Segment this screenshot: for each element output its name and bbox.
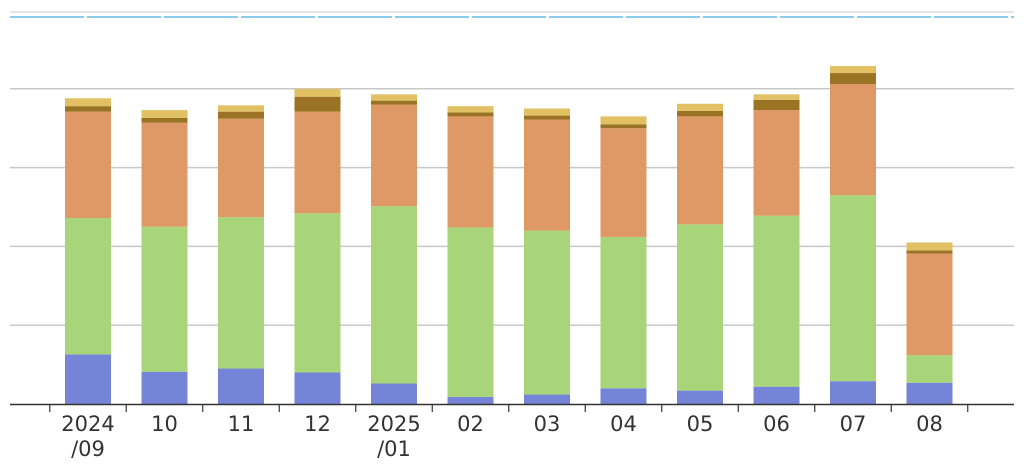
bar-segment-s1-c7 [524, 394, 570, 404]
bar-segment-s4-c7 [524, 115, 570, 120]
bar-segment-s5-c2 [141, 110, 188, 118]
bar-segment-s1-c3 [218, 368, 264, 404]
bar-segment-s1-c8 [600, 388, 647, 404]
x-tick-label: 07 [840, 412, 867, 436]
bar-segment-s2-c4 [294, 213, 341, 373]
bar-segment-s3-c6 [447, 116, 494, 228]
bar-segment-s4-c11 [830, 73, 876, 85]
bar-segment-s2-c7 [524, 230, 570, 395]
bar-segment-s5-c11 [830, 65, 876, 74]
x-tick-label: 04 [610, 412, 637, 436]
bar-stack-3 [218, 105, 264, 404]
bar-segment-s4-c4 [294, 96, 341, 112]
bar-segment-s1-c1 [65, 354, 111, 404]
bar-segment-s1-c4 [294, 372, 341, 404]
bar-segment-s4-c9 [677, 110, 723, 117]
bar-segment-s5-c7 [524, 108, 570, 116]
bar-segment-s1-c12 [906, 382, 953, 404]
bar-stack-12 [906, 242, 953, 404]
bar-segment-s2-c8 [600, 236, 647, 389]
bar-segment-s3-c9 [677, 116, 723, 225]
bar-segment-s1-c11 [830, 381, 876, 404]
bar-segment-s5-c5 [371, 94, 417, 101]
bar-stack-5 [371, 94, 417, 404]
bar-stack-10 [753, 94, 800, 404]
x-tick-label: 2024/09 [61, 412, 114, 461]
bar-segment-s2-c5 [371, 206, 417, 384]
bar-stack-9 [677, 103, 723, 404]
bar-stack-8 [600, 116, 647, 404]
bar-segment-s3-c10 [753, 110, 800, 216]
bar-segment-s2-c6 [447, 227, 494, 397]
bar-segment-s4-c1 [65, 106, 111, 112]
x-tick-label: 03 [534, 412, 561, 436]
bar-segment-s1-c6 [447, 396, 494, 404]
bar-segment-s5-c9 [677, 103, 723, 111]
bar-segment-s4-c8 [600, 124, 647, 129]
bar-segment-s4-c6 [447, 112, 494, 117]
x-tick-label: 02 [457, 412, 484, 436]
x-tick-label: 08 [916, 412, 943, 436]
bar-stack-11 [830, 65, 876, 404]
bar-segment-s3-c8 [600, 128, 647, 237]
bar-segment-s5-c6 [447, 106, 494, 113]
bar-segment-s5-c1 [65, 98, 111, 107]
bar-segment-s5-c3 [218, 105, 264, 112]
bar-segment-s4-c12 [906, 250, 953, 254]
bar-segment-s5-c8 [600, 116, 647, 125]
x-tick-label: 11 [228, 412, 255, 436]
bar-segment-s4-c10 [753, 99, 800, 111]
bar-segment-s3-c12 [906, 253, 953, 356]
bar-segment-s3-c4 [294, 111, 341, 214]
bar-stack-1 [65, 98, 111, 404]
bar-segment-s2-c11 [830, 195, 876, 382]
bar-stack-6 [447, 106, 494, 404]
bar-segment-s2-c12 [906, 355, 953, 383]
bar-segment-s1-c5 [371, 383, 417, 404]
bar-segment-s3-c5 [371, 104, 417, 207]
x-tick-label: 10 [151, 412, 178, 436]
bar-segment-s3-c11 [830, 84, 876, 196]
bar-segment-s1-c9 [677, 390, 723, 404]
x-tick-label: 06 [763, 412, 790, 436]
bar-segment-s5-c4 [294, 88, 341, 97]
bar-segment-s3-c3 [218, 118, 264, 218]
bar-segment-s4-c3 [218, 111, 264, 119]
bar-segment-s2-c3 [218, 217, 264, 369]
x-tick-label: 12 [304, 412, 331, 436]
bar-segment-s2-c1 [65, 218, 111, 355]
bar-segment-s2-c2 [141, 226, 188, 372]
bar-segment-s1-c10 [753, 386, 800, 404]
x-tick-label: 05 [687, 412, 714, 436]
bar-segment-s4-c2 [141, 117, 188, 123]
bar-segment-s3-c1 [65, 111, 111, 219]
bar-segment-s2-c10 [753, 215, 800, 387]
bar-segment-s3-c7 [524, 119, 570, 231]
bar-stack-4 [294, 88, 341, 404]
bar-segment-s5-c12 [906, 242, 953, 251]
x-tick-label: 2025/01 [367, 412, 420, 461]
bar-segment-s4-c5 [371, 100, 417, 105]
bar-segment-s2-c9 [677, 224, 723, 391]
bar-segment-s1-c2 [141, 371, 188, 404]
bar-segment-s3-c2 [141, 122, 188, 227]
bar-segment-s5-c10 [753, 94, 800, 100]
bar-stack-7 [524, 108, 570, 404]
bar-stack-2 [141, 110, 188, 404]
